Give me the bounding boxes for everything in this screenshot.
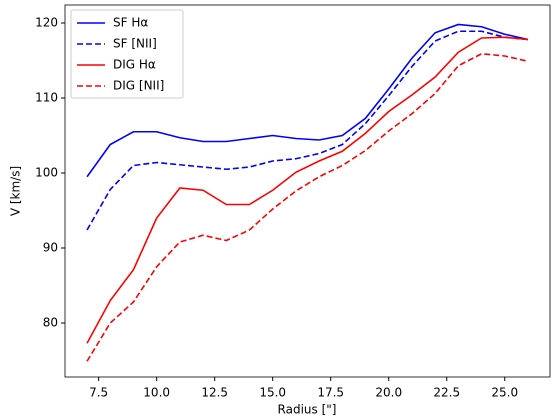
- y-tick-label: 80: [43, 316, 58, 330]
- x-tick-label: 17.5: [317, 386, 344, 400]
- x-tick-label: 20.0: [375, 386, 402, 400]
- x-tick-label: 7.5: [89, 386, 108, 400]
- legend-label: SF [NII]: [113, 37, 157, 51]
- y-tick-label: 90: [43, 241, 58, 255]
- x-tick-label: 25.0: [491, 386, 518, 400]
- x-tick-label: 10.0: [143, 386, 170, 400]
- legend-label: DIG Hα: [113, 58, 156, 72]
- legend-label: SF Hα: [113, 16, 148, 30]
- legend: SF Hα SF [NII] DIG Hα DIG [NII]: [70, 9, 184, 99]
- y-tick-label: 100: [35, 166, 58, 180]
- series-line: [86, 23, 529, 178]
- series-line: [86, 52, 529, 362]
- series-line: [86, 30, 529, 231]
- series-line: [86, 36, 529, 344]
- legend-box: [70, 9, 184, 99]
- legend-label: DIG [NII]: [113, 79, 164, 93]
- x-tick-label: 12.5: [201, 386, 228, 400]
- x-axis-label: Radius ["]: [278, 403, 337, 416]
- y-tick-label: 120: [35, 16, 58, 30]
- plot-frame: [64, 4, 551, 378]
- y-tick-label: 110: [35, 91, 58, 105]
- x-tick-label: 15.0: [259, 386, 286, 400]
- y-axis-label: V [km/s]: [9, 166, 23, 216]
- x-tick-label: 22.5: [433, 386, 460, 400]
